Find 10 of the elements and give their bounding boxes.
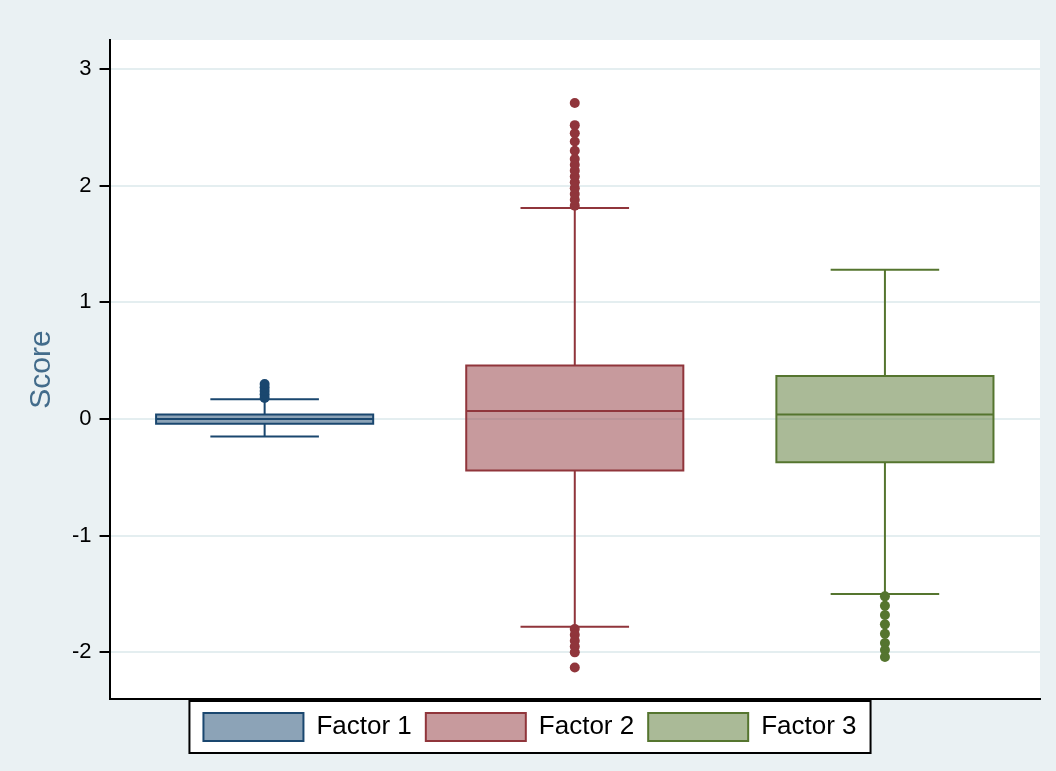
legend-label: Factor 3 <box>761 710 857 741</box>
y-tick-label: 0 <box>79 405 92 431</box>
y-tick-label: 3 <box>79 55 92 81</box>
y-tick-label: -1 <box>72 521 92 547</box>
legend-label: Factor 1 <box>316 710 412 741</box>
y-tick-label: -2 <box>72 638 92 664</box>
y-tick-label: 1 <box>79 288 92 314</box>
y-tick-label: 2 <box>79 171 92 197</box>
legend-label: Factor 2 <box>538 710 635 741</box>
y-axis-title: Score <box>23 330 57 409</box>
